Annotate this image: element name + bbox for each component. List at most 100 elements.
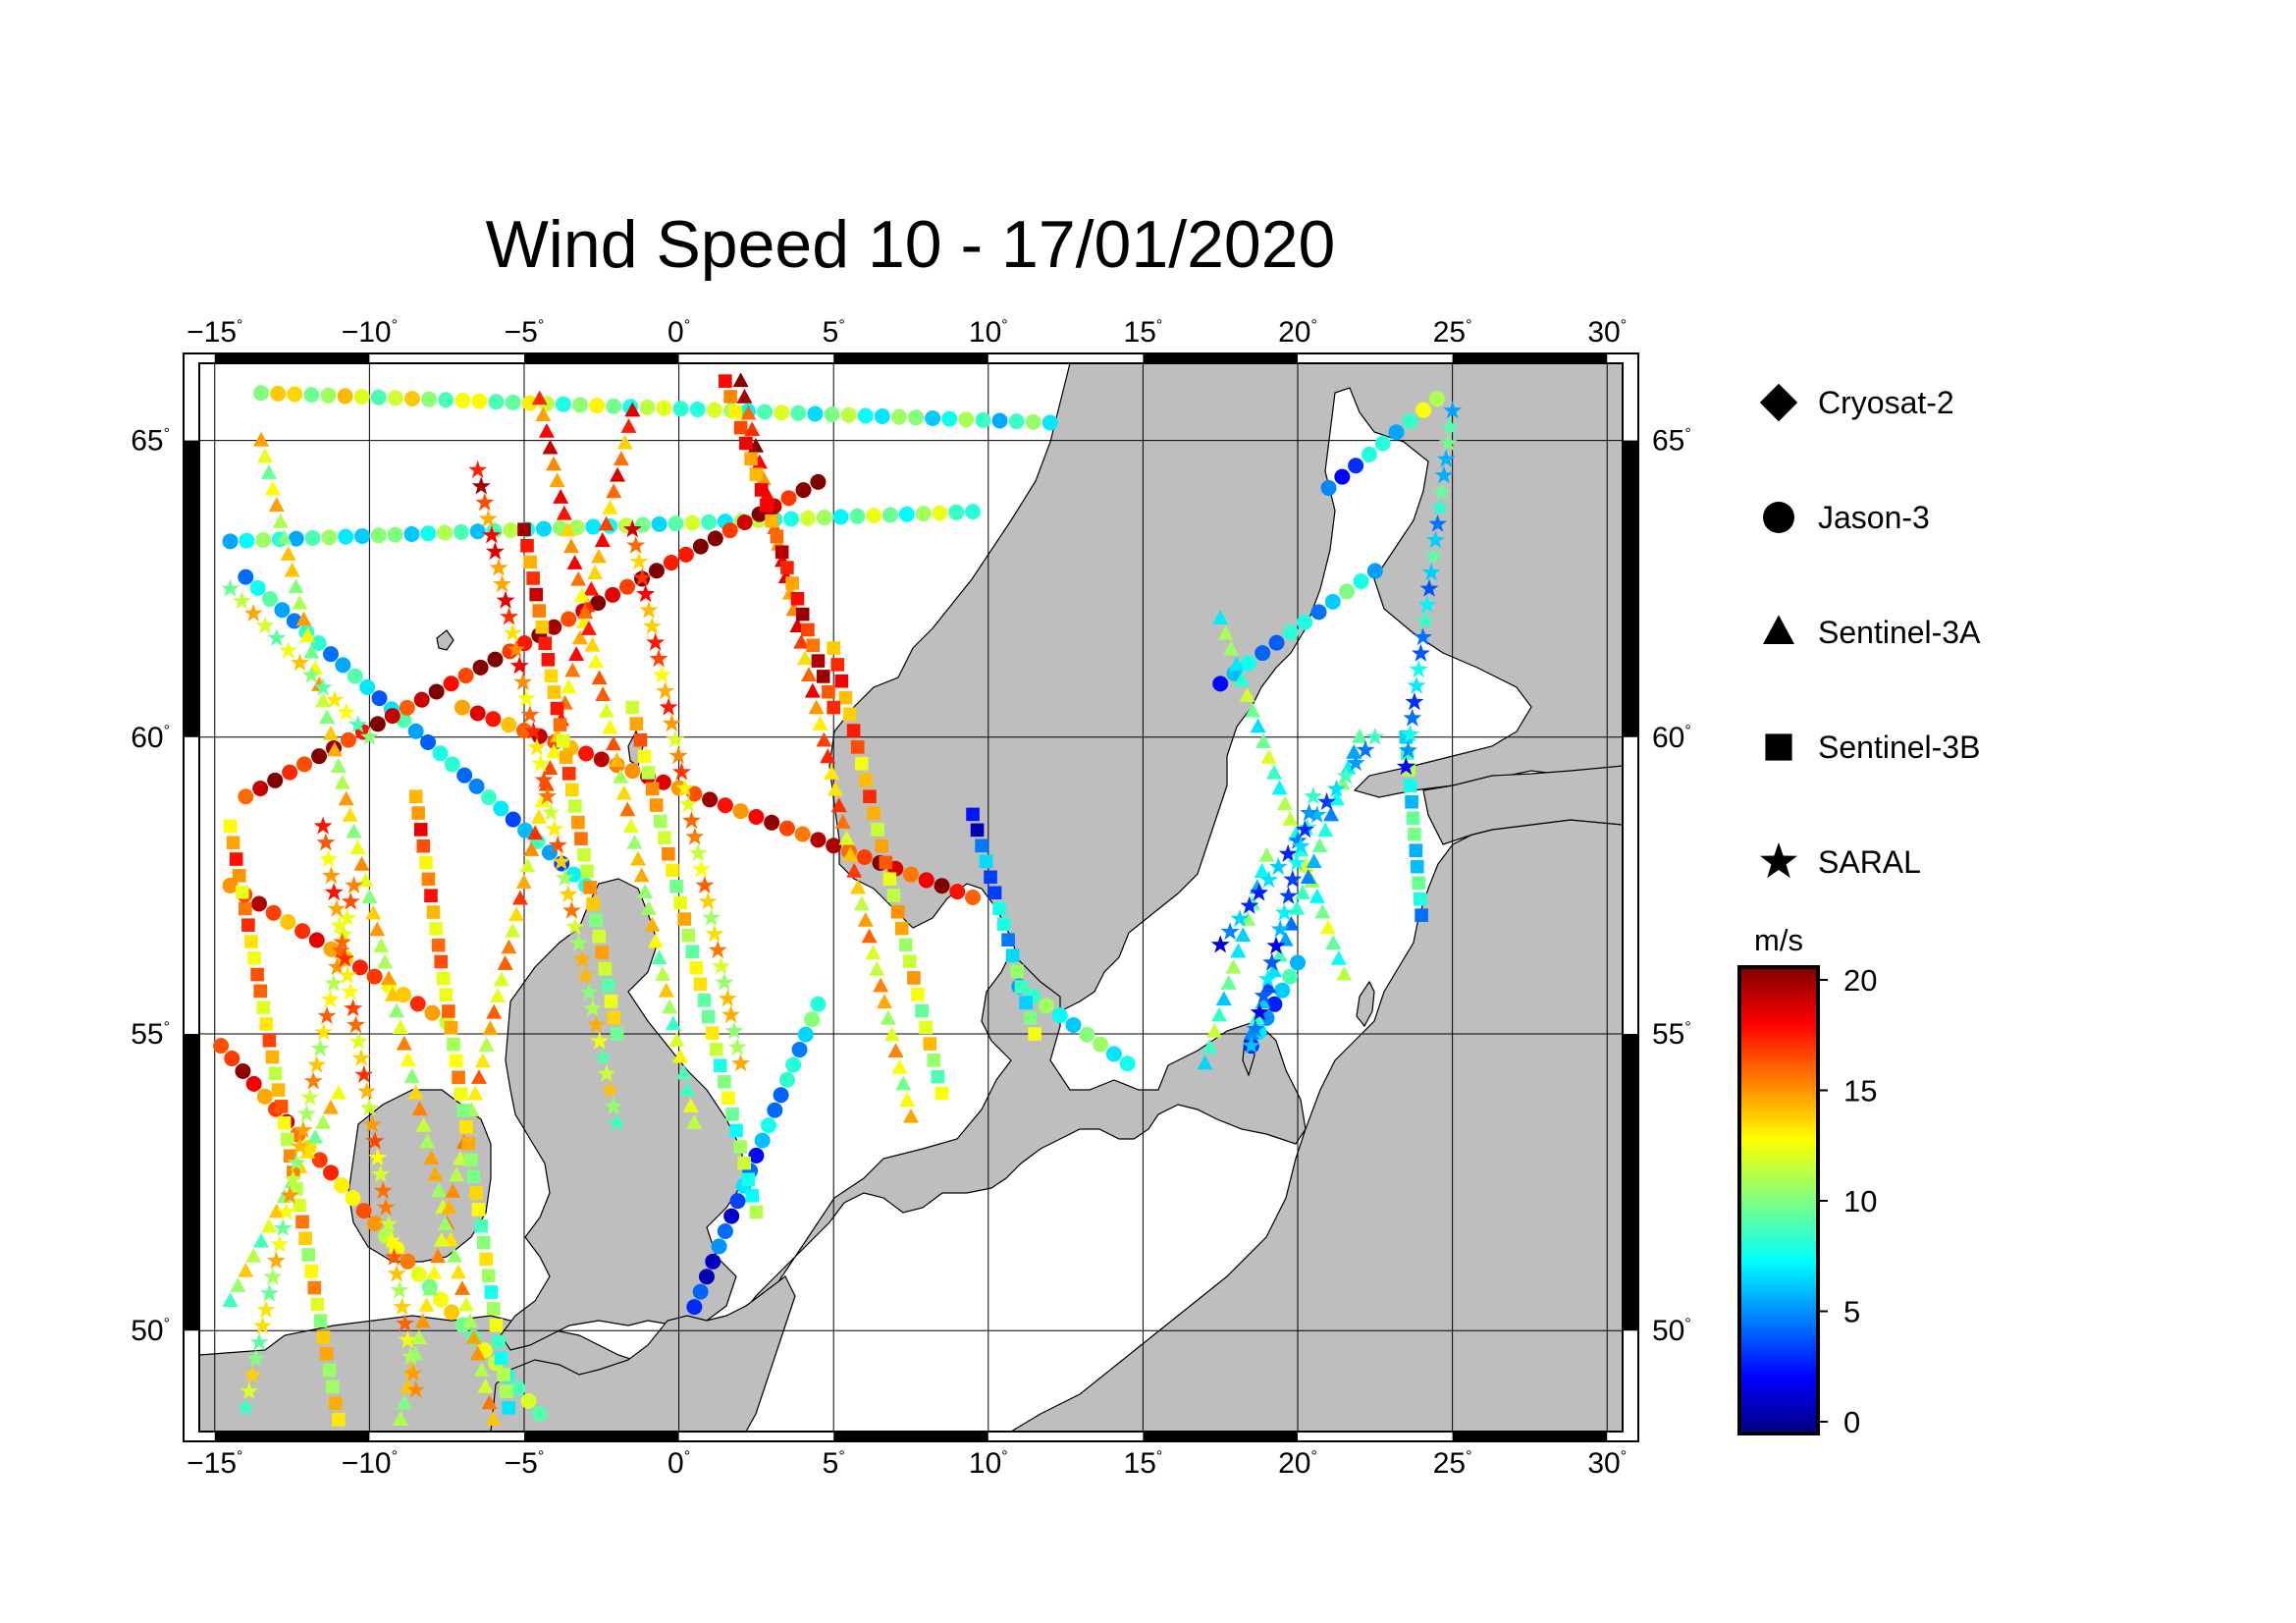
sentinel-3b-point bbox=[454, 1087, 468, 1101]
sentinel-3b-point bbox=[903, 954, 917, 968]
saral-point bbox=[368, 1148, 388, 1166]
sentinel-3b-point bbox=[713, 1058, 727, 1072]
saral-point bbox=[338, 965, 357, 984]
lon-tick-label-top: 30° bbox=[1587, 316, 1627, 349]
sentinel-3b-point bbox=[550, 701, 564, 716]
frame-bar-right bbox=[1623, 1034, 1638, 1331]
jason-3-point bbox=[634, 516, 651, 533]
saral-point bbox=[597, 1063, 616, 1082]
saral-point bbox=[1423, 546, 1443, 565]
square-icon bbox=[1765, 733, 1792, 761]
sentinel-3a-point bbox=[606, 483, 622, 499]
sentinel-3b-point bbox=[466, 1169, 481, 1184]
jason-3-point bbox=[371, 690, 388, 707]
jason-3-point bbox=[874, 408, 890, 425]
sentinel-3b-point bbox=[850, 740, 865, 754]
tick-labels: −15° −15° −10° −10° −5° −5° 0° 0° 5° 5° 10° 10° 15° 1… bbox=[131, 316, 1691, 1480]
saral-point bbox=[341, 982, 360, 1001]
saral-point bbox=[552, 851, 571, 870]
jason-3-point bbox=[387, 526, 403, 543]
sentinel-3b-point bbox=[780, 561, 794, 574]
sentinel-3a-point bbox=[377, 953, 394, 969]
jason-3-point bbox=[420, 733, 437, 750]
lon-tick-label-bottom: −10° bbox=[342, 1447, 398, 1480]
sentinel-3b-point bbox=[458, 1119, 473, 1134]
sentinel-3a-point bbox=[256, 448, 273, 463]
sentinel-3a-point bbox=[842, 846, 859, 862]
saral-point bbox=[721, 1004, 741, 1023]
sentinel-3b-point bbox=[693, 977, 708, 992]
saral-point bbox=[321, 990, 340, 1008]
saral-point bbox=[1432, 481, 1452, 500]
saral-point bbox=[253, 1316, 272, 1334]
lon-tick-label-top: −5° bbox=[505, 316, 545, 349]
frame-bar-left bbox=[184, 1034, 199, 1331]
sentinel-3a-point bbox=[1314, 903, 1331, 919]
lat-tick-label-right: 65° bbox=[1652, 425, 1691, 458]
jason-3-point bbox=[903, 866, 919, 883]
lon-tick-label-bottom: 10° bbox=[969, 1447, 1008, 1480]
sentinel-3b-point bbox=[442, 1004, 455, 1018]
sentinel-3b-point bbox=[765, 514, 778, 528]
sentinel-3b-point bbox=[709, 1042, 723, 1056]
sentinel-3a-point bbox=[560, 521, 576, 537]
colorbar-tick-label: 20 bbox=[1843, 963, 1877, 998]
sentinel-3a-point bbox=[1277, 795, 1294, 811]
saral-point bbox=[1258, 969, 1278, 988]
sentinel-3a-point bbox=[1325, 935, 1342, 950]
sentinel-3b-point bbox=[984, 870, 997, 885]
sentinel-3a-point bbox=[530, 808, 547, 824]
sentinel-3b-point bbox=[332, 1413, 346, 1427]
saral-point bbox=[1396, 757, 1415, 776]
sentinel-3b-point bbox=[290, 1182, 303, 1196]
jason-3-point bbox=[748, 1147, 765, 1163]
sentinel-3a-point bbox=[423, 1150, 440, 1164]
sentinel-3b-point bbox=[556, 733, 570, 748]
jason-3-point bbox=[469, 705, 486, 722]
jason-3-point bbox=[692, 538, 709, 555]
sentinel-3b-point bbox=[413, 823, 428, 837]
saral-point bbox=[242, 1365, 262, 1383]
saral-point bbox=[1356, 740, 1375, 759]
saral-point bbox=[1279, 886, 1299, 904]
jason-3-point bbox=[686, 1299, 703, 1316]
jason-3-point bbox=[857, 407, 874, 424]
jason-3-point bbox=[578, 745, 595, 762]
sentinel-3b-point bbox=[304, 1265, 319, 1278]
sentinel-3b-point bbox=[1411, 859, 1424, 874]
saral-point bbox=[1259, 870, 1278, 889]
saral-point bbox=[468, 460, 488, 478]
jason-3-point bbox=[707, 530, 723, 547]
saral-point bbox=[678, 794, 698, 813]
jason-3-point bbox=[1402, 412, 1418, 429]
sentinel-3a-point bbox=[493, 971, 509, 987]
saral-point bbox=[1415, 611, 1435, 629]
jason-3-point bbox=[881, 507, 898, 523]
jason-3-point bbox=[589, 398, 606, 414]
jason-3-point bbox=[505, 394, 521, 410]
jason-3-point bbox=[684, 514, 701, 531]
sentinel-3b-point bbox=[1409, 843, 1423, 857]
jason-3-point bbox=[767, 1102, 783, 1118]
jason-3-point bbox=[250, 895, 267, 912]
jason-3-point bbox=[347, 668, 363, 684]
jason-3-point bbox=[590, 595, 607, 612]
jason-3-point bbox=[503, 521, 519, 538]
jason-3-point bbox=[991, 412, 1008, 429]
jason-3-point bbox=[454, 699, 470, 716]
saral-point bbox=[334, 924, 353, 943]
jason-3-point bbox=[698, 1269, 715, 1285]
sentinel-3b-point bbox=[271, 1083, 286, 1097]
sentinel-3a-point bbox=[437, 1216, 454, 1231]
sentinel-3a-point bbox=[400, 1052, 416, 1067]
sentinel-3a-point bbox=[523, 841, 540, 856]
sentinel-3a-point bbox=[598, 515, 614, 531]
sentinel-3b-point bbox=[641, 766, 656, 780]
sentinel-3b-point bbox=[811, 654, 826, 668]
sentinel-3b-point bbox=[907, 971, 921, 985]
jason-3-point bbox=[705, 1253, 721, 1270]
sentinel-3a-point bbox=[556, 505, 572, 520]
saral-point bbox=[279, 640, 298, 659]
sentinel-3b-point bbox=[268, 1066, 283, 1081]
jason-3-point bbox=[1105, 1046, 1122, 1062]
